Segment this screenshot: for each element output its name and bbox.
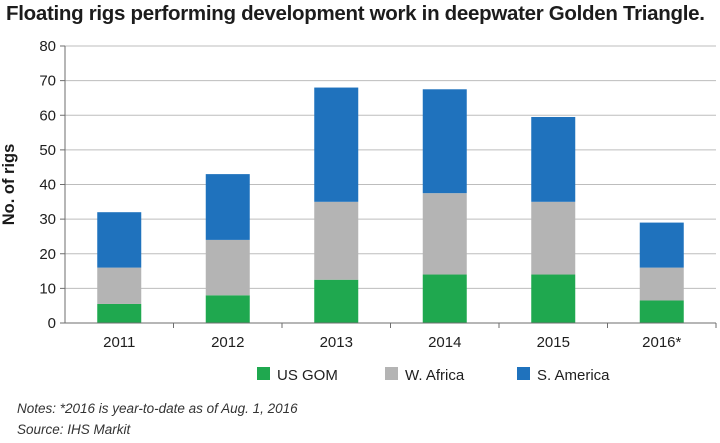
legend-label-s-america: S. America xyxy=(537,367,610,384)
legend-swatch-us-gom xyxy=(257,367,270,380)
gridlines xyxy=(65,45,716,289)
y-tick-label: 20 xyxy=(39,246,56,263)
bar-s-america-2012 xyxy=(205,174,250,240)
x-tick-label: 2012 xyxy=(211,334,244,351)
x-tick-label: 2014 xyxy=(428,334,461,351)
bar-us-gom-2012 xyxy=(205,295,250,323)
bar-stacks xyxy=(97,87,684,323)
bar-w-africa-2012 xyxy=(205,239,250,296)
legend-label-us-gom: US GOM xyxy=(277,367,338,384)
bar-us-gom-2016 xyxy=(639,300,684,323)
y-tick-labels: 0 10 20 30 40 50 60 70 80 xyxy=(39,38,56,332)
legend: US GOM W. Africa S. America xyxy=(257,367,610,384)
bar-w-africa-2015 xyxy=(531,201,576,275)
bar-s-america-2015 xyxy=(531,116,576,202)
axes xyxy=(60,45,717,328)
y-tick-label: 10 xyxy=(39,280,56,297)
bar-us-gom-2013 xyxy=(314,279,359,323)
bar-us-gom-2011 xyxy=(97,303,142,323)
bar-s-america-2011 xyxy=(97,212,142,268)
y-tick-label: 50 xyxy=(39,142,56,159)
note-year-to-date: Notes: *2016 is year-to-date as of Aug. … xyxy=(17,401,298,416)
note-source: Source: IHS Markit xyxy=(17,422,131,437)
bar-us-gom-2015 xyxy=(531,274,576,323)
bar-w-africa-2013 xyxy=(314,201,359,280)
y-tick-label: 70 xyxy=(39,73,56,90)
y-tick-label: 30 xyxy=(39,211,56,228)
y-tick-label: 60 xyxy=(39,107,56,124)
bar-w-africa-2016 xyxy=(639,267,684,301)
bar-us-gom-2014 xyxy=(422,274,467,323)
bar-s-america-2014 xyxy=(422,89,467,194)
x-tick-label: 2016* xyxy=(642,334,681,351)
chart-title: Floating rigs performing development wor… xyxy=(6,2,705,25)
y-tick-label: 80 xyxy=(39,38,56,55)
x-tick-label: 2015 xyxy=(537,334,570,351)
legend-label-w-africa: W. Africa xyxy=(405,367,465,384)
y-axis-label: No. of rigs xyxy=(0,144,18,226)
chart-notes: Notes: *2016 is year-to-date as of Aug. … xyxy=(17,398,298,440)
x-tick-labels: 2011 2012 2013 2014 2015 2016* xyxy=(103,334,681,351)
bar-s-america-2013 xyxy=(314,87,359,202)
y-tick-label: 0 xyxy=(48,315,56,332)
x-tick-label: 2013 xyxy=(320,334,353,351)
bar-s-america-2016 xyxy=(639,222,684,268)
bar-w-africa-2011 xyxy=(97,267,142,304)
x-tick-label: 2011 xyxy=(103,334,135,351)
bar-w-africa-2014 xyxy=(422,193,467,275)
legend-swatch-w-africa xyxy=(385,367,398,380)
legend-swatch-s-america xyxy=(517,367,530,380)
y-tick-label: 40 xyxy=(39,177,56,194)
